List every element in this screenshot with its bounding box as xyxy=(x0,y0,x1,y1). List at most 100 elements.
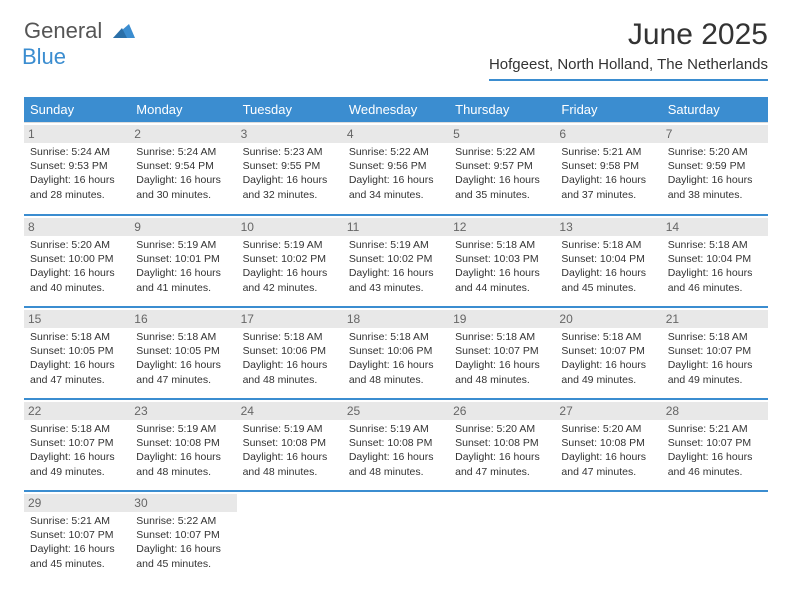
day-details: Sunrise: 5:18 AMSunset: 10:07 PMDaylight… xyxy=(455,330,549,387)
calendar-cell: 15 Sunrise: 5:18 AMSunset: 10:05 PMDaylig… xyxy=(24,306,130,398)
calendar-cell: 29Sunrise: 5:21 AMSunset: 10:07 PMDaylig… xyxy=(24,490,130,582)
day-details: Sunrise: 5:18 AMSunset: 10:05 PMDaylight… xyxy=(30,330,124,387)
calendar-cell: 24 Sunrise: 5:19 AMSunset: 10:08 PMDaylig… xyxy=(237,398,343,490)
logo-text-sub: Blue xyxy=(22,44,66,69)
header: General Blue June 2025 Hofgeest, North H… xyxy=(0,0,792,89)
day-header-row: Sunday Monday Tuesday Wednesday Thursday… xyxy=(24,97,768,122)
logo: General Blue xyxy=(24,18,135,70)
page-subtitle: Hofgeest, North Holland, The Netherlands xyxy=(489,56,768,81)
calendar-cell xyxy=(343,490,449,582)
day-number: 15 xyxy=(24,310,130,328)
day-number: 1 xyxy=(24,125,130,143)
calendar-week-row: 1 Sunrise: 5:24 AMSunset: 9:53 PMDaylight… xyxy=(24,122,768,214)
day-details: Sunrise: 5:18 AMSunset: 10:07 PMDaylight… xyxy=(561,330,655,387)
day-number: 19 xyxy=(449,310,555,328)
day-details: Sunrise: 5:21 AMSunset: 10:07 PMDaylight… xyxy=(668,422,762,479)
calendar-cell: 20Sunrise: 5:18 AMSunset: 10:07 PMDaylig… xyxy=(555,306,661,398)
day-details: Sunrise: 5:18 AMSunset: 10:06 PMDaylight… xyxy=(243,330,337,387)
calendar-cell: 2Sunrise: 5:24 AMSunset: 9:54 PMDaylight… xyxy=(130,122,236,214)
empty-cell xyxy=(237,490,343,582)
day-details: Sunrise: 5:19 AMSunset: 10:02 PMDaylight… xyxy=(349,238,443,295)
day-details: Sunrise: 5:19 AMSunset: 10:01 PMDaylight… xyxy=(136,238,230,295)
calendar-cell: 28 Sunrise: 5:21 AMSunset: 10:07 PMDaylig… xyxy=(662,398,768,490)
calendar-cell: 22 Sunrise: 5:18 AMSunset: 10:07 PMDaylig… xyxy=(24,398,130,490)
day-header: Friday xyxy=(555,97,661,122)
day-number: 9 xyxy=(130,218,236,236)
day-details: Sunrise: 5:22 AMSunset: 10:07 PMDaylight… xyxy=(136,514,230,571)
day-header: Saturday xyxy=(662,97,768,122)
day-details: Sunrise: 5:19 AMSunset: 10:08 PMDaylight… xyxy=(136,422,230,479)
day-number: 24 xyxy=(237,402,343,420)
day-header: Tuesday xyxy=(237,97,343,122)
day-details: Sunrise: 5:19 AMSunset: 10:02 PMDaylight… xyxy=(243,238,337,295)
calendar-cell: 16Sunrise: 5:18 AMSunset: 10:05 PMDaylig… xyxy=(130,306,236,398)
day-details: Sunrise: 5:22 AMSunset: 9:57 PMDaylight:… xyxy=(455,145,549,202)
day-details: Sunrise: 5:19 AMSunset: 10:08 PMDaylight… xyxy=(243,422,337,479)
calendar-cell xyxy=(555,490,661,582)
calendar-cell: 26 Sunrise: 5:20 AMSunset: 10:08 PMDaylig… xyxy=(449,398,555,490)
day-details: Sunrise: 5:24 AMSunset: 9:53 PMDaylight:… xyxy=(30,145,124,202)
calendar-week-row: 22 Sunrise: 5:18 AMSunset: 10:07 PMDaylig… xyxy=(24,398,768,490)
calendar-cell: 1 Sunrise: 5:24 AMSunset: 9:53 PMDaylight… xyxy=(24,122,130,214)
empty-cell xyxy=(555,490,661,582)
calendar-cell: 13Sunrise: 5:18 AMSunset: 10:04 PMDaylig… xyxy=(555,214,661,306)
empty-cell xyxy=(449,490,555,582)
day-number: 22 xyxy=(24,402,130,420)
day-number: 25 xyxy=(343,402,449,420)
day-header: Wednesday xyxy=(343,97,449,122)
day-number: 4 xyxy=(343,125,449,143)
calendar-cell: 9 Sunrise: 5:19 AMSunset: 10:01 PMDayligh… xyxy=(130,214,236,306)
day-header: Monday xyxy=(130,97,236,122)
calendar-cell: 7 Sunrise: 5:20 AMSunset: 9:59 PMDaylight… xyxy=(662,122,768,214)
calendar-cell: 6 Sunrise: 5:21 AMSunset: 9:58 PMDaylight… xyxy=(555,122,661,214)
day-number: 28 xyxy=(662,402,768,420)
calendar-cell: 4 Sunrise: 5:22 AMSunset: 9:56 PMDaylight… xyxy=(343,122,449,214)
page-title: June 2025 xyxy=(489,18,768,52)
day-number: 26 xyxy=(449,402,555,420)
logo-triangle-icon xyxy=(113,24,135,38)
day-number: 23 xyxy=(130,402,236,420)
calendar-cell: 23 Sunrise: 5:19 AMSunset: 10:08 PMDaylig… xyxy=(130,398,236,490)
day-number: 11 xyxy=(343,218,449,236)
calendar-cell: 27Sunrise: 5:20 AMSunset: 10:08 PMDaylig… xyxy=(555,398,661,490)
day-number: 7 xyxy=(662,125,768,143)
logo-text-main: General xyxy=(24,18,102,43)
day-details: Sunrise: 5:20 AMSunset: 10:00 PMDaylight… xyxy=(30,238,124,295)
calendar-cell: 18 Sunrise: 5:18 AMSunset: 10:06 PMDaylig… xyxy=(343,306,449,398)
calendar-cell: 8 Sunrise: 5:20 AMSunset: 10:00 PMDayligh… xyxy=(24,214,130,306)
day-details: Sunrise: 5:18 AMSunset: 10:04 PMDaylight… xyxy=(561,238,655,295)
day-details: Sunrise: 5:18 AMSunset: 10:03 PMDaylight… xyxy=(455,238,549,295)
title-block: June 2025 Hofgeest, North Holland, The N… xyxy=(489,18,768,81)
day-number: 16 xyxy=(130,310,236,328)
calendar-table: Sunday Monday Tuesday Wednesday Thursday… xyxy=(24,97,768,582)
calendar-cell: 14Sunrise: 5:18 AMSunset: 10:04 PMDaylig… xyxy=(662,214,768,306)
calendar-cell xyxy=(449,490,555,582)
day-number: 2 xyxy=(130,125,236,143)
day-number: 12 xyxy=(449,218,555,236)
day-number: 18 xyxy=(343,310,449,328)
calendar-cell: 25 Sunrise: 5:19 AMSunset: 10:08 PMDaylig… xyxy=(343,398,449,490)
day-number: 6 xyxy=(555,125,661,143)
day-details: Sunrise: 5:21 AMSunset: 9:58 PMDaylight:… xyxy=(561,145,655,202)
day-details: Sunrise: 5:21 AMSunset: 10:07 PMDaylight… xyxy=(30,514,124,571)
calendar-cell xyxy=(237,490,343,582)
day-number: 27 xyxy=(555,402,661,420)
day-details: Sunrise: 5:19 AMSunset: 10:08 PMDaylight… xyxy=(349,422,443,479)
calendar-cell: 17 Sunrise: 5:18 AMSunset: 10:06 PMDaylig… xyxy=(237,306,343,398)
empty-cell xyxy=(343,490,449,582)
day-details: Sunrise: 5:20 AMSunset: 10:08 PMDaylight… xyxy=(455,422,549,479)
day-details: Sunrise: 5:18 AMSunset: 10:07 PMDaylight… xyxy=(30,422,124,479)
day-number: 8 xyxy=(24,218,130,236)
day-number: 14 xyxy=(662,218,768,236)
day-number: 30 xyxy=(130,494,236,512)
calendar-cell: 21Sunrise: 5:18 AMSunset: 10:07 PMDaylig… xyxy=(662,306,768,398)
day-details: Sunrise: 5:22 AMSunset: 9:56 PMDaylight:… xyxy=(349,145,443,202)
day-details: Sunrise: 5:18 AMSunset: 10:06 PMDaylight… xyxy=(349,330,443,387)
calendar-week-row: 29Sunrise: 5:21 AMSunset: 10:07 PMDaylig… xyxy=(24,490,768,582)
day-header: Thursday xyxy=(449,97,555,122)
day-number: 10 xyxy=(237,218,343,236)
day-number: 17 xyxy=(237,310,343,328)
calendar-cell: 19 Sunrise: 5:18 AMSunset: 10:07 PMDaylig… xyxy=(449,306,555,398)
calendar-cell: 11 Sunrise: 5:19 AMSunset: 10:02 PMDaylig… xyxy=(343,214,449,306)
day-details: Sunrise: 5:20 AMSunset: 9:59 PMDaylight:… xyxy=(668,145,762,202)
